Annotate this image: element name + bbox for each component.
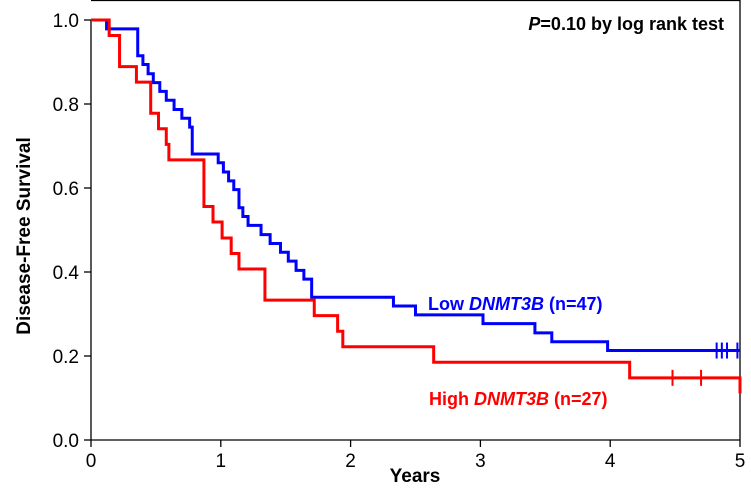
- x-tick-label: 2: [345, 451, 356, 472]
- y-ticks: 0.0 0.2 0.4 0.6 0.8 1.0: [53, 11, 91, 452]
- survival-step-line: [91, 18, 740, 353]
- series-high-dnmt3b: [91, 18, 742, 394]
- y-tick-label: 0.6: [53, 179, 79, 200]
- legend-low-gene: DNMT3B: [469, 294, 544, 314]
- y-tick-label: 0.0: [53, 431, 79, 452]
- x-axis-title: Years: [390, 466, 441, 487]
- y-axis-title: Disease-Free Survival: [14, 137, 35, 335]
- p-value-italic: P: [528, 14, 541, 34]
- legend-low-dnmt3b: Low DNMT3B (n=47): [428, 294, 603, 314]
- x-tick-label: 3: [475, 451, 486, 472]
- x-ticks: 0 1 2 3 4 5: [86, 440, 746, 472]
- p-value-rest: =0.10 by log rank test: [540, 14, 724, 34]
- x-tick-label: 0: [86, 451, 97, 472]
- x-tick-label: 5: [735, 451, 746, 472]
- legend-low-suffix: (n=47): [544, 294, 603, 314]
- series-low-dnmt3b: [91, 18, 740, 359]
- legend-high-suffix: (n=27): [549, 389, 608, 409]
- y-tick-label: 1.0: [53, 11, 79, 32]
- y-tick-label: 0.8: [53, 95, 79, 116]
- x-tick-label: 1: [216, 451, 227, 472]
- legend-low-prefix: Low: [428, 294, 469, 314]
- legend-high-prefix: High: [429, 389, 474, 409]
- survival-step-line: [91, 18, 742, 394]
- y-tick-label: 0.2: [53, 347, 79, 368]
- series-layer: [91, 18, 742, 394]
- y-tick-label: 0.4: [53, 263, 80, 284]
- axes: [90, 0, 741, 441]
- p-value-annotation: P=0.10 by log rank test: [528, 14, 724, 34]
- x-tick-label: 4: [605, 451, 616, 472]
- legend-high-gene: DNMT3B: [474, 389, 549, 409]
- legend-high-dnmt3b: High DNMT3B (n=27): [429, 389, 608, 409]
